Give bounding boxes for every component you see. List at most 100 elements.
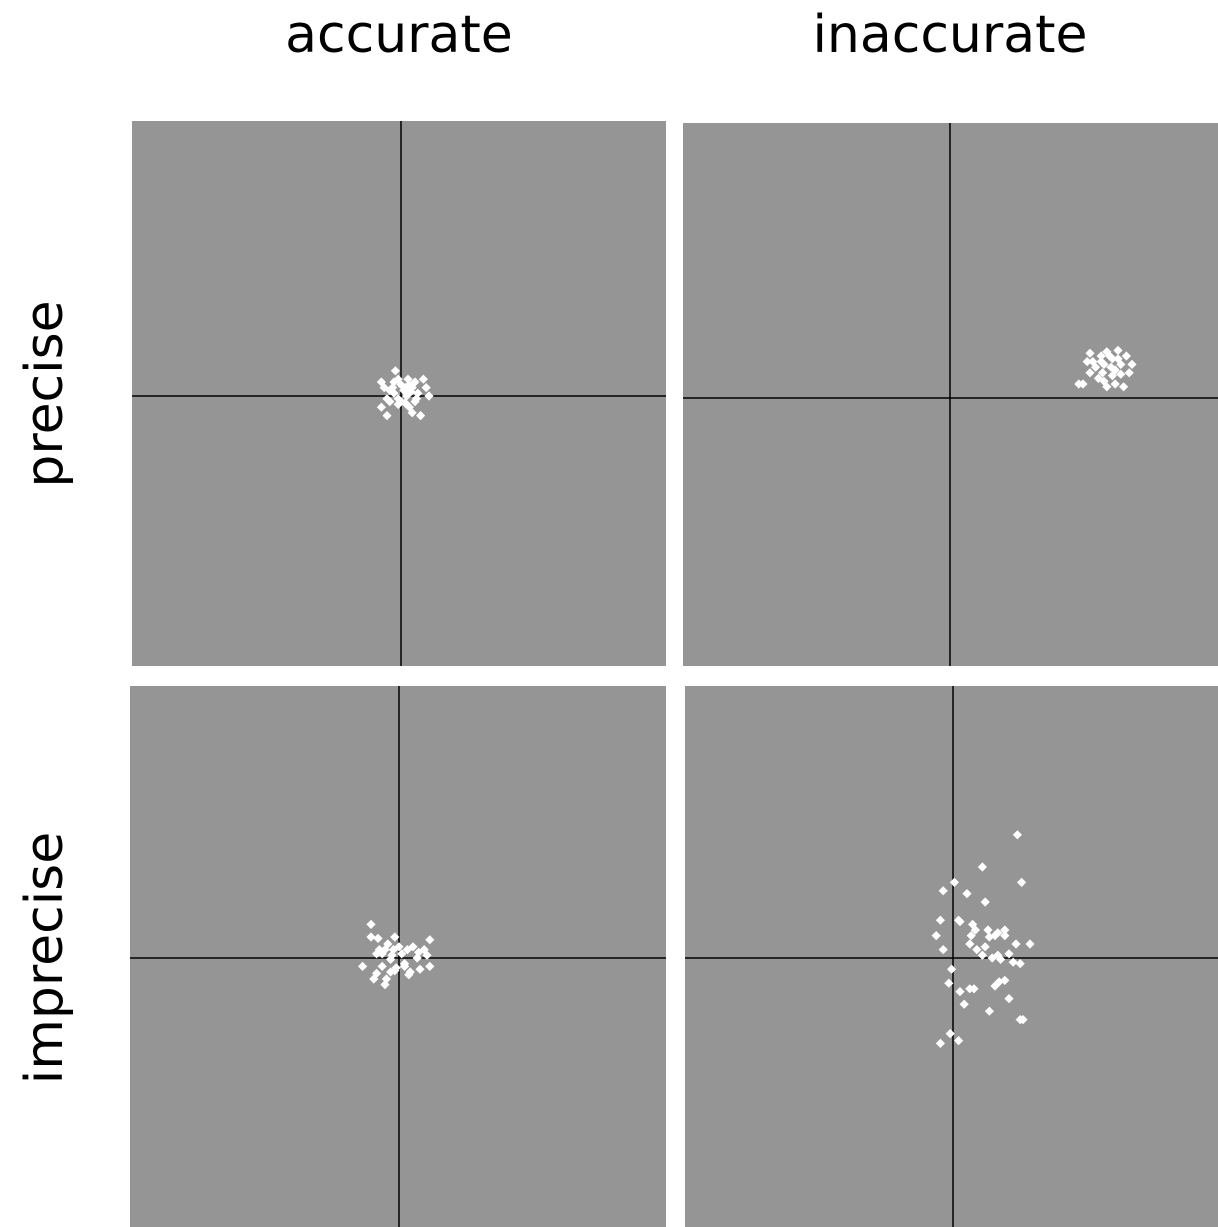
scatter-point: [1107, 354, 1117, 364]
scatter-point: [1074, 379, 1084, 389]
scatter-point: [1102, 347, 1112, 357]
scatter-point: [947, 964, 957, 974]
scatter-point: [1008, 957, 1018, 967]
scatter-point: [382, 411, 392, 421]
scatter-point: [965, 939, 975, 949]
scatter-point: [421, 383, 431, 393]
panel-background: [685, 686, 1218, 1227]
row-label-imprecise: imprecise: [15, 831, 75, 1085]
scatter-point: [1000, 975, 1010, 985]
panel-background: [130, 686, 666, 1227]
scatter-point: [1119, 382, 1129, 392]
scatter-point: [954, 1036, 964, 1046]
scatter-point: [944, 978, 954, 988]
scatter-point: [1116, 359, 1126, 369]
panel-imprecise-inaccurate: [685, 686, 1218, 1227]
scatter-point: [385, 397, 395, 407]
scatter-point: [1110, 379, 1120, 389]
scatter-point: [412, 953, 422, 963]
scatter-point: [980, 942, 990, 952]
column-label-inaccurate: inaccurate: [812, 5, 1088, 65]
scatter-point: [380, 945, 390, 955]
scatter-plot: [683, 123, 1218, 666]
scatter-point: [408, 942, 418, 952]
scatter-point: [1116, 369, 1126, 379]
scatter-point: [418, 374, 428, 384]
scatter-point: [414, 947, 424, 957]
scatter-point: [990, 981, 1000, 991]
scatter-plot: [132, 121, 666, 666]
scatter-point: [393, 374, 403, 384]
scatter-point: [969, 984, 979, 994]
scatter-point: [1096, 351, 1106, 361]
scatter-point: [374, 945, 384, 955]
scatter-point: [407, 408, 417, 418]
scatter-point: [970, 925, 980, 935]
scatter-point: [372, 968, 382, 978]
scatter-point: [938, 886, 948, 896]
scatter-point: [388, 945, 398, 955]
scatter-point: [358, 961, 368, 971]
scatter-point: [388, 383, 398, 393]
scatter-point: [400, 959, 410, 969]
scatter-point: [1082, 357, 1092, 367]
scatter-point: [959, 999, 969, 1009]
scatter-point: [1124, 368, 1134, 378]
scatter-point: [382, 394, 392, 404]
scatter-point: [393, 394, 403, 404]
scatter-point: [424, 391, 434, 401]
scatter-point: [390, 366, 400, 376]
scatter-point: [402, 945, 412, 955]
scatter-point: [415, 964, 425, 974]
scatter-point: [1098, 368, 1108, 378]
scatter-point: [1107, 371, 1117, 381]
scatter-point: [389, 377, 399, 387]
scatter-point: [407, 383, 417, 393]
scatter-point: [1091, 362, 1101, 372]
scatter-point: [366, 919, 376, 929]
column-label-accurate: accurate: [285, 5, 513, 65]
scatter-point: [987, 953, 997, 963]
scatter-point: [404, 402, 414, 412]
scatter-point: [1121, 351, 1131, 361]
scatter-point: [1011, 939, 1021, 949]
scatter-point: [422, 950, 432, 960]
row-label-precise: precise: [15, 300, 75, 488]
scatter-point: [406, 387, 416, 397]
scatter-point: [983, 925, 993, 935]
scatter-point: [1110, 365, 1120, 375]
scatter-point: [977, 950, 987, 960]
scatter-point: [397, 949, 407, 959]
scatter-point: [386, 954, 396, 964]
scatter-point: [938, 945, 948, 955]
scatter-point: [996, 954, 1006, 964]
scatter-point: [394, 942, 404, 952]
scatter-point: [980, 897, 990, 907]
scatter-point: [379, 383, 389, 393]
scatter-point: [393, 399, 403, 409]
scatter-point: [400, 383, 410, 393]
panel-background: [132, 121, 666, 666]
scatter-point: [945, 1029, 955, 1039]
scatter-plot: [130, 686, 666, 1227]
scatter-point: [1102, 382, 1112, 392]
scatter-point: [1096, 357, 1106, 367]
scatter-point: [377, 949, 387, 959]
scatter-point: [404, 970, 414, 980]
panel-imprecise-accurate: [130, 686, 666, 1227]
scatter-point: [410, 397, 420, 407]
scatter-point: [390, 932, 400, 942]
scatter-point: [416, 411, 426, 421]
scatter-plot: [685, 686, 1218, 1227]
scatter-point: [1015, 959, 1025, 969]
scatter-point: [984, 1006, 994, 1016]
scatter-point: [977, 862, 987, 872]
scatter-point: [1004, 994, 1014, 1004]
scatter-point: [1000, 925, 1010, 935]
scatter-point: [419, 945, 429, 955]
scatter-point: [972, 945, 982, 955]
scatter-point: [425, 961, 435, 971]
scatter-point: [935, 1038, 945, 1048]
scatter-point: [369, 974, 379, 984]
scatter-point: [366, 932, 376, 942]
